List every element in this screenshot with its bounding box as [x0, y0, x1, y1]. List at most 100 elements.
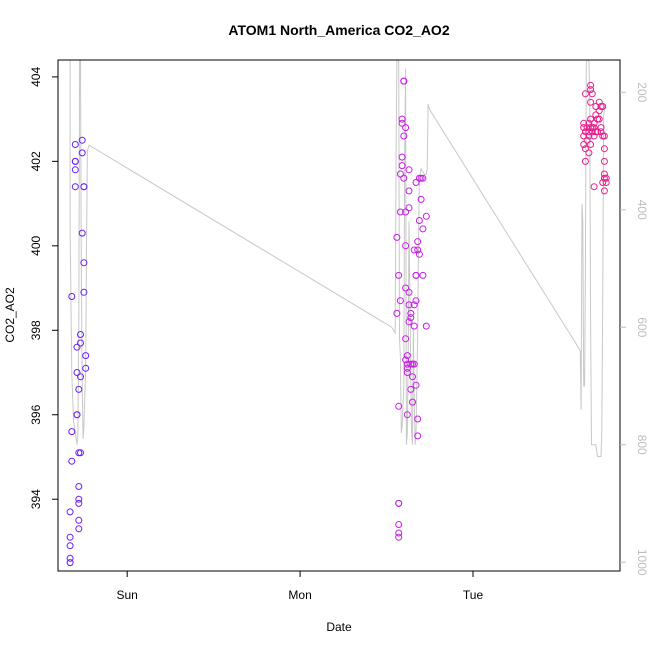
data-point	[68, 457, 76, 465]
data-point	[409, 373, 416, 381]
data-point	[82, 352, 90, 360]
data-point	[410, 301, 418, 309]
data-point	[588, 90, 596, 98]
data-point	[80, 183, 88, 191]
co2-series	[66, 77, 610, 567]
data-point	[412, 297, 420, 305]
data-point	[66, 554, 74, 562]
data-point	[583, 136, 591, 144]
data-point	[400, 174, 408, 182]
data-point	[80, 259, 88, 267]
data-point	[398, 153, 406, 161]
data-point	[395, 271, 403, 279]
data-point	[595, 107, 603, 115]
data-point	[73, 411, 81, 419]
data-point	[77, 449, 84, 457]
data-point	[409, 398, 416, 406]
x-tick-label: Sun	[116, 588, 137, 602]
data-point	[66, 542, 74, 550]
data-point	[600, 187, 608, 195]
data-point	[422, 322, 430, 330]
data-point	[415, 217, 423, 224]
data-point	[410, 246, 418, 254]
data-point	[407, 309, 415, 317]
data-point	[71, 141, 79, 148]
data-point	[600, 170, 608, 178]
data-point	[395, 402, 403, 410]
data-point	[73, 369, 81, 376]
data-point	[581, 157, 589, 165]
data-point	[402, 208, 410, 216]
pressure-series	[69, 59, 606, 457]
data-point	[414, 432, 422, 440]
data-point	[587, 86, 595, 94]
data-point	[597, 128, 605, 136]
data-point	[415, 250, 423, 258]
data-point	[402, 124, 410, 132]
y-tick-label: 394	[29, 489, 43, 509]
data-point	[585, 128, 593, 136]
data-point	[403, 411, 411, 419]
data-point	[419, 225, 427, 233]
data-point	[590, 132, 598, 140]
data-point	[585, 132, 593, 140]
data-point	[400, 77, 408, 85]
data-point	[407, 314, 415, 322]
data-point	[75, 525, 83, 533]
data-point	[75, 385, 83, 393]
data-point	[395, 529, 403, 537]
y2-tick-label: 200	[635, 82, 649, 102]
data-point	[75, 495, 83, 503]
data-point	[580, 141, 588, 148]
data-point	[71, 183, 79, 191]
data-point	[417, 195, 425, 203]
data-point	[75, 516, 83, 524]
data-point	[393, 309, 401, 317]
data-point	[422, 212, 430, 220]
y2-tick-label: 800	[635, 435, 649, 455]
data-point	[395, 521, 403, 528]
data-point	[407, 385, 415, 393]
data-point	[402, 242, 410, 250]
data-point	[398, 115, 406, 123]
data-point	[587, 141, 595, 148]
y2-tick-label: 600	[635, 317, 649, 337]
data-point	[405, 301, 413, 309]
data-point	[405, 166, 413, 174]
data-point	[66, 508, 74, 516]
data-point	[77, 339, 84, 347]
data-point	[602, 179, 610, 186]
data-point	[414, 238, 422, 246]
data-point	[78, 229, 86, 237]
data-point	[414, 246, 422, 254]
y2-tick-label: 400	[635, 200, 649, 220]
data-point	[80, 288, 88, 296]
data-point	[398, 119, 406, 127]
data-point	[587, 115, 595, 123]
data-point	[66, 559, 74, 567]
data-point	[68, 428, 76, 436]
data-point	[412, 381, 420, 389]
data-point	[398, 162, 406, 170]
data-point	[599, 179, 607, 186]
data-point	[405, 288, 413, 296]
data-point	[68, 293, 76, 300]
data-point	[71, 166, 79, 174]
data-point	[395, 499, 403, 507]
data-point	[419, 271, 427, 279]
x-tick-label: Tue	[463, 588, 484, 602]
data-point	[393, 233, 401, 241]
y-tick-label: 398	[29, 320, 43, 340]
data-point	[77, 331, 84, 338]
data-point	[587, 98, 595, 106]
data-point	[595, 115, 603, 123]
data-point	[395, 533, 403, 541]
data-point	[405, 318, 413, 326]
data-point	[583, 124, 591, 132]
data-point	[66, 533, 74, 541]
data-point	[580, 132, 588, 140]
data-point	[75, 483, 83, 490]
data-point	[78, 149, 86, 157]
data-point	[403, 364, 411, 372]
